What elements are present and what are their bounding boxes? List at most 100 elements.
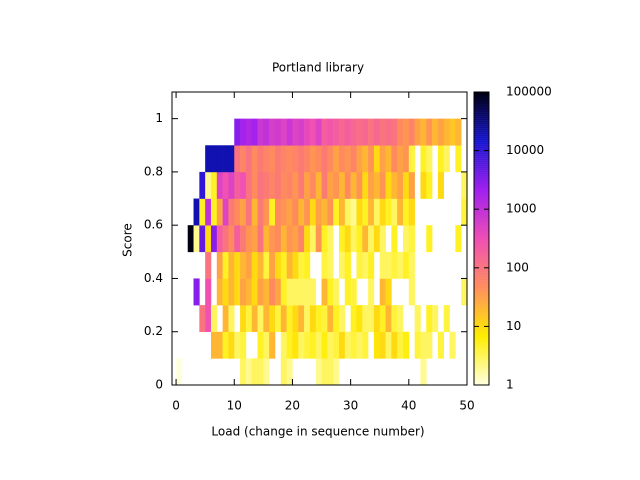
heat-cell [216,198,223,226]
heat-cell [257,118,264,146]
heat-cell [234,198,241,226]
heat-cell [408,171,415,199]
heat-cell [240,278,247,306]
heat-cell [269,305,276,333]
heat-cell [368,118,375,146]
heat-cell [437,118,445,146]
colorbar-step [474,334,489,338]
colorbar-step [474,158,489,161]
colorbar-step [474,270,489,273]
heat-cell [269,225,276,253]
colorbar-step [474,140,489,143]
heat-cell [350,198,357,226]
heat-cell [269,198,276,226]
heat-cell [373,145,381,173]
heat-cell [228,331,235,359]
colorbar-step [474,368,489,372]
heat-cell [234,118,241,146]
y-tick-label: 0.2 [144,324,163,338]
heat-cell [350,118,357,146]
colorbar-step [474,374,489,378]
heat-cell [397,145,404,173]
heat-cell [263,118,270,146]
heat-cell [280,225,287,253]
heat-cell [362,171,369,199]
heat-cell [426,118,433,146]
heat-cell [391,251,398,279]
heat-cell [449,331,456,359]
heat-cell [327,331,334,359]
colorbar-step [474,200,489,203]
heat-cell [280,358,287,386]
colorbar-step [474,194,489,197]
colorbar-step [474,220,489,223]
heat-cell [321,225,328,253]
heat-cell [309,198,317,226]
colorbar-step [474,376,489,380]
heat-cell [321,278,328,306]
heat-cell [205,225,212,253]
heat-cell [408,198,415,226]
heat-cell [309,305,317,333]
heat-cell [368,251,375,279]
colorbar-step [474,264,489,267]
heat-cell [420,171,427,199]
heat-cell [251,358,258,386]
colorbar-step [474,342,489,346]
colorbar-step [474,348,489,352]
colorbar-step [474,272,489,275]
heat-cell [234,171,241,199]
colorbar-step [474,354,489,358]
heat-cell [455,225,462,253]
heat-cell [193,225,200,253]
colorbar-step [474,102,489,105]
colorbar-step [474,336,489,340]
colorbar-step [474,380,489,384]
heat-cell [257,171,264,199]
heat-cell [420,118,427,146]
colorbar-step [474,112,489,115]
colorbar-tick-label: 1000 [506,202,537,216]
heat-cell [292,225,299,253]
colorbar-step [474,190,489,193]
colorbar-step [474,274,489,277]
heat-cell [391,305,398,333]
heat-cell [402,145,410,173]
heat-cell [455,118,462,146]
heat-cell [432,118,439,146]
heat-cell [321,358,328,386]
heat-cell [385,118,392,146]
heat-cell [455,145,462,173]
heat-cell [210,225,218,253]
heat-cell [274,278,282,306]
colorbar-tick-label: 10 [506,319,521,333]
colorbar-step [474,316,489,319]
heat-cell [333,305,340,333]
y-tick-label: 0.4 [144,271,163,285]
colorbar-step [474,302,489,305]
heat-cell [187,225,194,253]
heat-cell [205,251,212,279]
heat-cell [385,305,392,333]
colorbar-step [474,308,489,311]
heat-cell [402,198,410,226]
heat-cell [298,171,305,199]
heat-cell [391,118,398,146]
heat-cell [234,278,241,306]
heat-cell [245,305,253,333]
colorbar-step [474,358,489,362]
colorbar-step [474,332,489,336]
heat-cell [397,118,404,146]
heat-cell [321,145,328,173]
colorbar-tick-label: 100 [506,260,529,274]
heat-cell [443,305,450,333]
colorbar-step [474,338,489,342]
heat-cell [286,278,293,306]
heat-cell [344,198,351,226]
heat-cell [350,331,357,359]
heat-cell [333,278,340,306]
heat-cell [379,278,386,306]
colorbar-step [474,214,489,217]
heat-cell [193,278,200,306]
heat-cell [245,225,253,253]
